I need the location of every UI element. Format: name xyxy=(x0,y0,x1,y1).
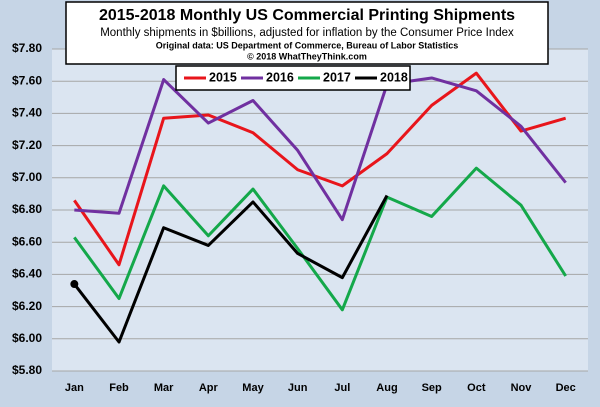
chart-subtitle: Monthly shipments in $billions, adjusted… xyxy=(100,27,514,39)
legend-label: 2015 xyxy=(209,70,237,84)
x-tick-label: Mar xyxy=(154,382,174,394)
chart-title: 2015-2018 Monthly US Commercial Printing… xyxy=(99,7,515,24)
y-tick-label: $6.20 xyxy=(12,299,42,313)
title-box xyxy=(65,1,549,65)
series-line xyxy=(73,194,389,344)
source: Original data: US Department of Commerce… xyxy=(156,40,459,50)
series-line xyxy=(74,76,567,222)
legend-label: 2017 xyxy=(323,70,351,84)
x-tick-label: Jun xyxy=(288,382,308,394)
y-tick-label: $6.00 xyxy=(12,331,42,345)
x-tick-label: Dec xyxy=(556,382,576,394)
x-tick-label: May xyxy=(242,382,264,394)
series-line xyxy=(73,71,567,267)
y-tick-label: $7.60 xyxy=(12,73,42,87)
y-tick-label: $7.80 xyxy=(12,41,42,55)
y-tick-label: $6.60 xyxy=(12,234,42,248)
y-tick-label: $7.00 xyxy=(12,170,42,184)
y-tick-label: $7.20 xyxy=(12,138,42,152)
series-line xyxy=(73,166,567,312)
y-tick-label: $6.40 xyxy=(12,267,42,281)
y-tick-label: $6.80 xyxy=(12,202,42,216)
x-tick-label: Apr xyxy=(199,382,219,394)
lines xyxy=(70,71,567,344)
y-tick-label: $5.80 xyxy=(12,363,42,377)
x-tick-label: Aug xyxy=(376,382,397,394)
point-marker xyxy=(70,280,79,289)
x-tick-label: Feb xyxy=(109,382,129,394)
legend-label: 2018 xyxy=(380,70,408,84)
x-tick-label: Nov xyxy=(511,382,533,394)
x-tick-label: Jul xyxy=(334,382,350,394)
x-tick-label: Oct xyxy=(467,382,486,394)
x-tick-label: Jan xyxy=(65,382,84,394)
legend-label: 2016 xyxy=(266,70,294,84)
x-tick-label: Sep xyxy=(422,382,442,394)
copyright: © 2018 WhatTheyThink.com xyxy=(247,51,367,61)
y-tick-label: $7.40 xyxy=(12,106,42,120)
